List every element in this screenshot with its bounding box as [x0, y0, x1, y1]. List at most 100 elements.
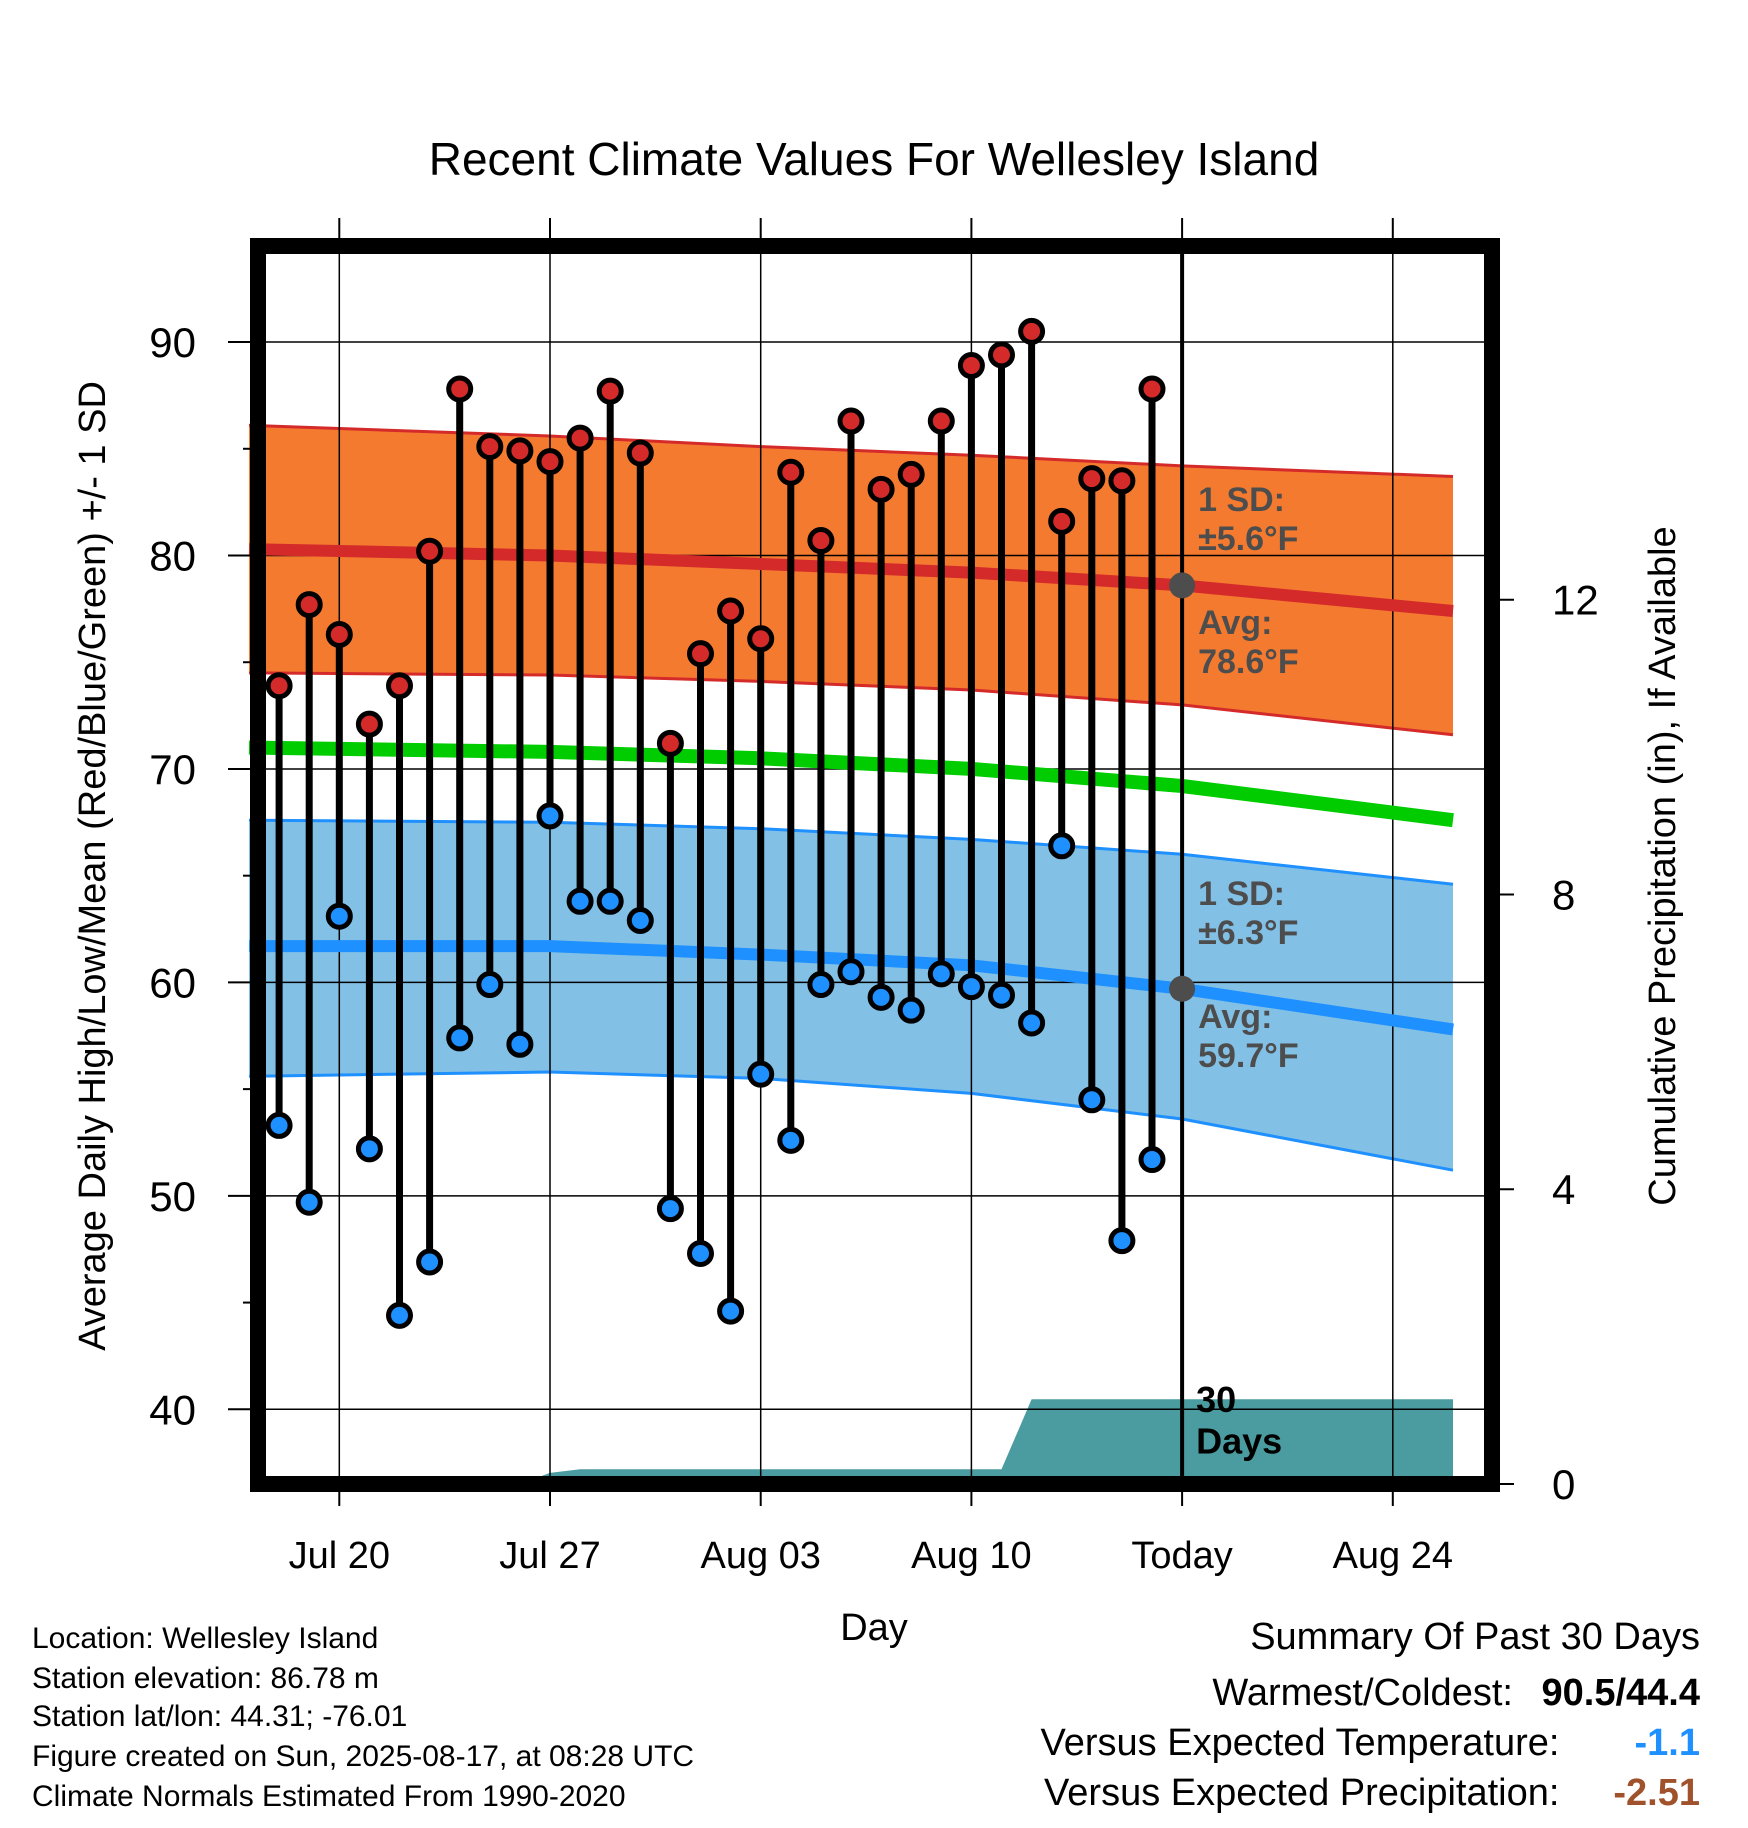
x-tick-label: Jul 27 [499, 1535, 600, 1577]
low-point [1108, 1227, 1136, 1255]
high-avg-today-dot [1169, 572, 1196, 599]
high-point [1138, 375, 1166, 403]
summary-title: Summary Of Past 30 Days [1250, 1616, 1700, 1658]
high-point [506, 437, 534, 465]
y2-axis-label: Cumulative Precipitation (in), If Availa… [1642, 526, 1684, 1205]
high-point [355, 710, 383, 738]
high-point [777, 458, 805, 486]
low-point [927, 960, 955, 988]
high-avg-annotation: Avg: 78.6°F [1198, 604, 1299, 681]
high-sd-upper-line [248, 423, 1454, 478]
x-tick-label: Today [1131, 1535, 1232, 1577]
high-point [927, 407, 955, 435]
summary-precip: Versus Expected Precipitation: -2.51 [1044, 1772, 1700, 1815]
y-tick-label: 90 [149, 319, 196, 366]
footer-latlon: Station lat/lon: 44.31; -76.01 [32, 1700, 408, 1733]
low-point [1138, 1146, 1166, 1174]
high-sd-lower-line [248, 671, 1454, 737]
low-point [988, 981, 1015, 1009]
high-point [566, 424, 594, 452]
high-sd-annotation: 1 SD: ±5.6°F [1198, 481, 1298, 558]
y-tick-label: 70 [149, 746, 196, 793]
low-point [566, 887, 594, 915]
low-point [687, 1239, 714, 1267]
summary-temp-label: Versus Expected Temperature: [1040, 1722, 1560, 1764]
high-point [265, 672, 293, 700]
low-point [777, 1126, 805, 1154]
high-avg-line [248, 543, 1454, 617]
low-point [295, 1188, 323, 1216]
high-point [1048, 507, 1076, 535]
plot-frame [250, 238, 1500, 1492]
low-point [596, 887, 624, 915]
high-point [837, 407, 865, 435]
low-point [897, 996, 925, 1024]
low-point [416, 1248, 444, 1276]
x-tick-label: Jul 20 [289, 1535, 390, 1577]
low-sd-annotation: 1 SD: ±6.3°F [1198, 875, 1298, 952]
low-point [446, 1024, 474, 1052]
summary-warmest-label: Warmest/Coldest: [1212, 1672, 1513, 1714]
high-point [988, 341, 1015, 369]
high-point [717, 597, 745, 625]
low-point [386, 1301, 413, 1329]
high-point [295, 591, 323, 619]
high-point [596, 377, 624, 405]
low-sd-lower-line [248, 1070, 1454, 1172]
low-point [536, 802, 564, 830]
high-point [446, 375, 474, 403]
y2-tick-label: 8 [1552, 871, 1575, 918]
low-point [476, 971, 504, 999]
low-point [837, 958, 865, 986]
high-point [325, 620, 353, 648]
low-point [1078, 1086, 1106, 1114]
x-tick-label: Aug 03 [700, 1535, 820, 1577]
high-point [476, 433, 504, 461]
high-point [656, 729, 684, 757]
summary-temp-value: -1.1 [1634, 1722, 1700, 1764]
high-point [1018, 317, 1046, 345]
high-point [687, 640, 714, 668]
high-point [1108, 467, 1136, 495]
low-point [265, 1111, 293, 1139]
low-point [626, 906, 654, 934]
low-point [807, 971, 835, 999]
high-point [897, 460, 925, 488]
y-tick-label: 50 [149, 1173, 196, 1220]
today-days-label: 30 Days [1196, 1379, 1282, 1461]
low-avg-line [249, 940, 1454, 1036]
footer-location: Location: Wellesley Island [32, 1622, 379, 1655]
y-tick-label: 80 [149, 533, 196, 580]
low-point [325, 902, 353, 930]
summary-warmest: Warmest/Coldest: 90.5/44.4 [1212, 1672, 1700, 1715]
high-point [807, 527, 835, 555]
low-point [957, 973, 985, 1001]
x-tick-label: Aug 10 [911, 1535, 1031, 1577]
low-sd-upper-line [248, 818, 1454, 886]
high-point [536, 448, 564, 476]
summary-precip-value: -2.51 [1613, 1772, 1700, 1814]
y-tick-label: 60 [149, 959, 196, 1006]
footer-normals: Climate Normals Estimated From 1990-2020 [32, 1780, 626, 1813]
summary-warmest-value: 90.5/44.4 [1541, 1672, 1700, 1714]
footer-created: Figure created on Sun, 2025-08-17, at 08… [32, 1740, 695, 1773]
summary-temp: Versus Expected Temperature: -1.1 [1041, 1722, 1700, 1765]
low-avg-today-dot [1169, 975, 1196, 1002]
low-point [867, 983, 895, 1011]
high-point [867, 475, 895, 503]
low-point [506, 1030, 534, 1058]
high-point [416, 537, 444, 565]
high-point [747, 625, 775, 653]
y2-tick-label: 12 [1552, 577, 1599, 624]
mean-avg-line [248, 740, 1454, 828]
summary-precip-label: Versus Expected Precipitation: [1044, 1772, 1560, 1814]
high-point [386, 672, 413, 700]
chart-title: Recent Climate Values For Wellesley Isla… [429, 133, 1320, 185]
precip-area [249, 1399, 1453, 1484]
x-tick-label: Aug 24 [1333, 1535, 1453, 1577]
y-axis-label: Average Daily High/Low/Mean (Red/Blue/Gr… [72, 381, 114, 1351]
low-avg-annotation: Avg: 59.7°F [1198, 998, 1299, 1075]
low-point [1018, 1009, 1046, 1037]
high-point [957, 352, 985, 380]
